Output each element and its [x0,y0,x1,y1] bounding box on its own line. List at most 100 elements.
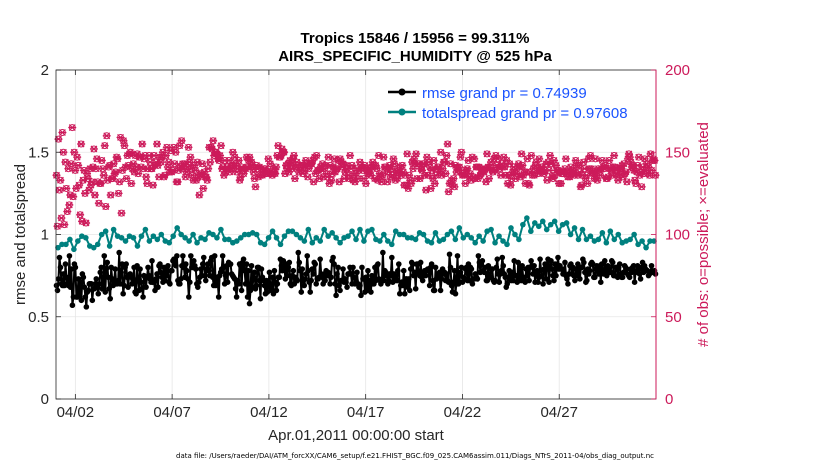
series-point [96,281,103,287]
series-point [98,231,105,238]
series-point [549,266,555,272]
series-point [187,279,193,286]
series-point [623,266,630,272]
series-point [238,287,245,294]
x-tick-label: 04/07 [153,404,191,421]
series-point [261,241,268,248]
series-point [595,271,602,277]
x-tick-label: 04/12 [250,404,288,421]
y-tick-label-right: 50 [665,309,682,326]
series-point [233,238,240,244]
series-point [472,239,479,246]
series-point [286,259,293,266]
series-point [241,267,248,274]
obs-evaluated-marker [94,199,103,207]
series-point [195,279,202,286]
series-point [583,236,590,243]
obs-evaluated-marker [640,155,649,163]
obs-evaluated-marker [457,148,466,156]
y-tick-label-right: 0 [665,391,673,408]
series-point [211,253,218,259]
series-point [244,294,251,300]
series-point [222,236,228,243]
series-point [541,266,547,272]
series-point [584,277,590,284]
obs-evaluated-marker [637,183,646,191]
obs-evaluated-marker [412,150,421,158]
series-point [631,279,638,286]
obs-evaluated-marker [372,165,381,173]
obs-evaluated-marker [463,165,472,173]
obs-evaluated-marker [74,161,83,169]
series-point [381,277,387,284]
obs-evaluated-marker [177,137,186,145]
obs-evaluated-marker [378,171,387,179]
series-point [56,254,63,261]
series-point [350,264,356,271]
obs-evaluated-marker [449,175,458,182]
series-point [607,228,614,235]
obs-evaluated-marker [62,185,71,192]
obs-evaluated-marker [170,160,179,168]
obs-evaluated-marker [126,148,135,156]
series-point [504,281,511,287]
obs-evaluated-marker [108,175,117,182]
series-point [368,289,374,295]
series-point [265,234,272,241]
series-point [381,231,387,238]
obs-evaluated-marker [303,173,312,181]
obs-evaluated-marker [111,168,120,176]
obs-evaluated-marker [549,175,558,182]
obs-evaluated-marker [430,180,439,187]
series-point [409,261,416,267]
series-point [365,267,371,274]
series-point [631,231,637,238]
series-point [54,287,61,294]
y-tick-label-right: 200 [665,62,690,79]
obs-evaluated-marker [650,157,659,164]
series-point [166,239,173,246]
series-point [281,233,288,239]
obs-evaluated-marker [171,148,180,156]
series-point [406,287,413,294]
obs-evaluated-marker [209,137,218,145]
series-point [437,287,444,294]
series-point [565,281,571,287]
series-point [67,236,73,243]
series-point [143,284,149,290]
obs-evaluated-marker [289,152,298,159]
series-point [57,264,64,271]
obs-evaluated-marker [527,152,536,159]
series-point [394,267,401,274]
series-point [343,279,349,286]
obs-evaluated-marker [173,178,182,186]
series-point [543,226,550,233]
series-point [312,261,319,267]
series-point [305,226,312,233]
series-point [165,262,171,269]
obs-evaluated-marker [359,175,368,182]
series-point [393,277,400,284]
obs-evaluated-marker [348,161,357,169]
legend-label: totalspread grand pr = 0.97608 [422,105,628,122]
obs-evaluated-marker [596,171,605,179]
obs-evaluated-marker [113,155,122,163]
obs-evaluated-marker [312,152,321,159]
obs-evaluated-marker [101,203,110,210]
obs-evaluated-marker [550,157,559,164]
series-point [539,272,545,279]
obs-evaluated-marker [361,180,370,187]
series-point [494,256,501,262]
series-point [237,234,244,241]
series-point [616,261,623,267]
series-point [496,279,503,286]
series-point [164,272,170,279]
obs-evaluated-marker [390,160,399,168]
series-point [460,234,467,241]
series-point [145,264,151,271]
series-point [404,234,411,241]
series-point [284,272,291,279]
series-point [628,269,635,276]
obs-evaluated-marker [379,153,388,161]
obs-evaluated-marker [68,124,77,131]
